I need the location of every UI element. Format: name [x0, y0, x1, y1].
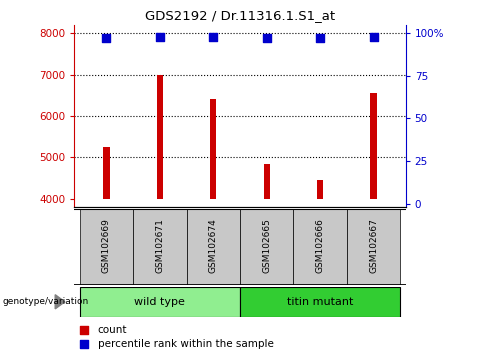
Bar: [264, 164, 270, 199]
Bar: [293, 209, 347, 285]
Bar: [347, 209, 400, 285]
Text: GSM102666: GSM102666: [316, 218, 324, 273]
Text: GSM102667: GSM102667: [369, 218, 378, 273]
Point: [370, 34, 377, 40]
Text: GDS2192 / Dr.11316.1.S1_at: GDS2192 / Dr.11316.1.S1_at: [145, 9, 335, 22]
Text: GSM102669: GSM102669: [102, 218, 111, 273]
Bar: [80, 287, 240, 317]
Text: GSM102665: GSM102665: [262, 218, 271, 273]
Point: [81, 341, 88, 347]
Bar: [187, 209, 240, 285]
Bar: [317, 180, 324, 199]
Bar: [80, 209, 133, 285]
Text: GSM102671: GSM102671: [156, 218, 164, 273]
Polygon shape: [55, 295, 65, 309]
Text: percentile rank within the sample: percentile rank within the sample: [97, 339, 274, 349]
Text: genotype/variation: genotype/variation: [2, 297, 89, 306]
Point: [103, 36, 110, 41]
Bar: [371, 93, 377, 199]
Text: titin mutant: titin mutant: [287, 297, 353, 307]
Point: [156, 34, 164, 40]
Bar: [210, 99, 216, 199]
Point: [81, 327, 88, 333]
Point: [316, 36, 324, 41]
Point: [263, 36, 271, 41]
Bar: [156, 74, 163, 199]
Text: count: count: [97, 325, 127, 335]
Bar: [133, 209, 187, 285]
Bar: [103, 147, 109, 199]
Bar: [240, 287, 400, 317]
Bar: [240, 209, 293, 285]
Point: [209, 34, 217, 40]
Text: wild type: wild type: [134, 297, 185, 307]
Text: GSM102674: GSM102674: [209, 218, 218, 273]
